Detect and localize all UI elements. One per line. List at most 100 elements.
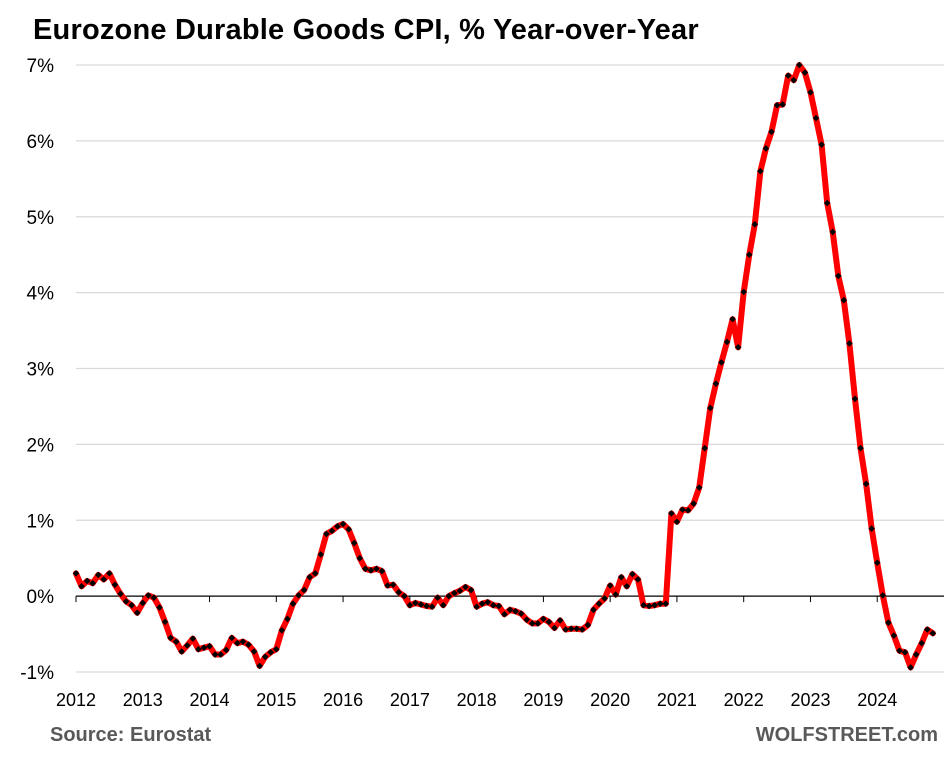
data-point — [200, 644, 208, 652]
data-point — [239, 638, 247, 645]
x-axis-ticks: 2012 2013 2014 2015 2016 2017 2018 2019 2020 2021… — [56, 596, 897, 710]
data-point — [634, 576, 642, 583]
x-tick-label: 2024 — [857, 690, 897, 710]
data-point — [829, 228, 837, 236]
data-point — [846, 340, 853, 347]
data-point — [768, 128, 775, 136]
y-tick-label: 2% — [27, 435, 55, 456]
data-point — [757, 167, 764, 175]
data-point — [445, 592, 453, 600]
series-markers — [72, 61, 937, 671]
data-point — [462, 583, 469, 591]
data-point — [517, 610, 525, 617]
data-point — [378, 567, 386, 575]
data-point — [106, 570, 113, 577]
data-point — [284, 615, 291, 623]
data-point — [606, 582, 614, 589]
y-tick-label: 7% — [27, 56, 55, 77]
data-point — [261, 653, 269, 661]
gridlines — [76, 64, 944, 673]
data-point — [857, 444, 864, 452]
data-point — [334, 523, 341, 530]
data-point — [556, 617, 564, 624]
data-point — [78, 582, 85, 590]
data-point — [807, 89, 814, 96]
data-point — [834, 272, 842, 280]
data-point — [612, 591, 620, 598]
data-point — [656, 600, 664, 608]
data-point — [873, 559, 881, 567]
data-point — [862, 480, 870, 488]
data-point — [762, 145, 770, 152]
data-point — [567, 625, 575, 633]
data-point — [745, 251, 753, 258]
y-tick-label: 1% — [27, 511, 55, 532]
data-point — [629, 570, 636, 578]
data-point — [912, 651, 920, 658]
data-point — [439, 601, 447, 609]
data-point — [840, 296, 848, 304]
data-point — [545, 618, 553, 626]
data-point — [907, 664, 914, 671]
data-point — [83, 577, 91, 585]
data-point — [501, 611, 508, 618]
data-point — [311, 570, 319, 577]
data-point — [751, 221, 759, 228]
data-point — [172, 638, 180, 645]
data-point — [651, 601, 658, 609]
data-point — [701, 444, 709, 452]
data-point — [451, 589, 458, 597]
data-point — [673, 518, 681, 526]
data-point — [161, 618, 169, 626]
y-tick-label: 5% — [27, 208, 55, 229]
data-point — [128, 601, 135, 609]
data-point — [72, 570, 80, 577]
data-point — [684, 507, 692, 514]
data-point — [367, 567, 375, 574]
data-point — [695, 484, 703, 491]
data-point — [573, 625, 581, 633]
data-point — [111, 581, 119, 589]
data-point — [890, 632, 898, 639]
y-tick-label: 3% — [27, 360, 55, 381]
data-point — [195, 645, 202, 653]
data-point — [306, 573, 313, 581]
data-point — [406, 601, 414, 609]
data-point — [384, 582, 391, 589]
data-point — [929, 630, 937, 637]
data-point — [679, 506, 686, 513]
data-point — [89, 579, 96, 587]
data-point — [784, 72, 792, 79]
data-point — [812, 114, 820, 122]
data-point — [478, 600, 486, 608]
y-tick-label: 4% — [27, 284, 55, 305]
data-point — [434, 594, 441, 601]
data-point — [145, 592, 152, 599]
data-point — [206, 642, 213, 650]
chart-title: Eurozone Durable Goods CPI, % Year-over-… — [33, 14, 699, 46]
data-point — [189, 635, 197, 642]
brand-label: WOLFSTREET.com — [755, 724, 938, 746]
data-point — [790, 76, 798, 84]
data-point — [278, 626, 286, 634]
data-point — [534, 620, 542, 627]
data-point — [94, 571, 102, 579]
data-point — [395, 589, 403, 596]
data-point — [779, 101, 786, 108]
data-point — [133, 609, 141, 617]
data-point — [339, 520, 347, 528]
data-point — [551, 624, 558, 632]
data-point — [428, 603, 436, 611]
data-point — [901, 648, 909, 656]
data-point — [623, 582, 631, 590]
y-tick-label: -1% — [20, 663, 54, 684]
data-point — [289, 600, 297, 608]
data-point — [668, 510, 675, 517]
data-point — [167, 634, 174, 642]
x-tick-label: 2021 — [657, 690, 697, 710]
data-point — [640, 601, 647, 609]
data-point — [400, 592, 408, 600]
data-point — [323, 530, 330, 538]
data-point — [723, 338, 731, 346]
data-point — [295, 592, 302, 599]
